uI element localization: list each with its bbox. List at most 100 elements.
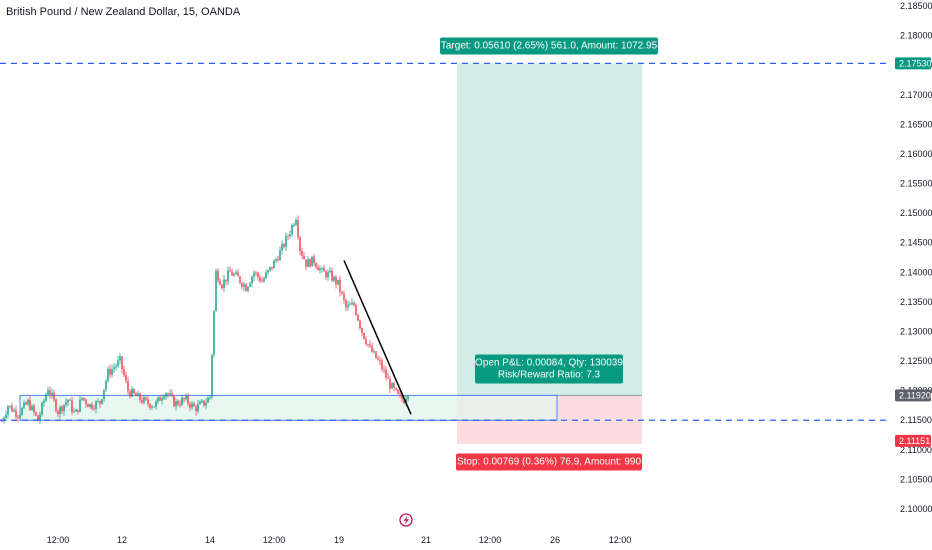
price-tag-bg bbox=[895, 434, 931, 447]
candle-body bbox=[57, 411, 59, 415]
candle-body bbox=[375, 351, 377, 359]
candle-body bbox=[297, 219, 299, 238]
candle-body bbox=[183, 398, 185, 400]
candle-body bbox=[157, 397, 159, 402]
candle-body bbox=[171, 393, 173, 396]
candle-body bbox=[9, 405, 11, 407]
candle-body bbox=[231, 271, 233, 276]
candle-body bbox=[67, 399, 69, 403]
candle-body bbox=[11, 405, 13, 412]
y-tick-label: 2.13000 bbox=[900, 326, 932, 336]
candle-body bbox=[381, 361, 383, 370]
candle-body bbox=[281, 244, 283, 251]
candle-body bbox=[243, 284, 245, 287]
pnl-label-bg bbox=[475, 354, 623, 384]
candle-body bbox=[167, 393, 169, 395]
price-tag: 2.11151 bbox=[895, 434, 931, 447]
candle-body bbox=[255, 272, 257, 274]
support-zone bbox=[19, 394, 558, 421]
y-tick-label: 2.10500 bbox=[900, 474, 932, 484]
candle-body bbox=[275, 259, 277, 261]
candle-body bbox=[65, 402, 67, 405]
candle-body bbox=[15, 410, 17, 417]
candle-body bbox=[379, 359, 381, 362]
candle-body bbox=[355, 305, 357, 315]
candle-body bbox=[193, 403, 195, 407]
candle-body bbox=[125, 375, 127, 381]
candle-body bbox=[141, 399, 143, 403]
candle-body bbox=[61, 406, 63, 412]
candle-body bbox=[105, 380, 107, 390]
price-tag-bg bbox=[895, 389, 931, 402]
candle-body bbox=[143, 397, 145, 403]
candle-body bbox=[173, 395, 175, 407]
candle-body bbox=[137, 393, 139, 397]
candle-body bbox=[323, 268, 325, 272]
candle-body bbox=[119, 356, 121, 361]
candle-body bbox=[339, 279, 341, 292]
candle-body bbox=[213, 311, 215, 355]
candle-body bbox=[97, 401, 99, 402]
candle-body bbox=[235, 272, 237, 275]
candle-body bbox=[291, 225, 293, 234]
candle-body bbox=[83, 397, 85, 400]
candle-body bbox=[151, 406, 153, 408]
candle-body bbox=[271, 266, 273, 269]
candle-body bbox=[1, 420, 3, 422]
candle-body bbox=[19, 414, 21, 418]
candle-body bbox=[371, 346, 373, 353]
candle-body bbox=[333, 276, 335, 281]
candle-body bbox=[351, 302, 353, 305]
candle-body bbox=[389, 378, 391, 389]
candle-body bbox=[117, 360, 119, 366]
candle-body bbox=[161, 398, 163, 401]
candle-body bbox=[359, 320, 361, 328]
candle-body bbox=[41, 402, 43, 415]
x-axis: 12:00 12 14 12:00 19 21 12:00 26 12:00 bbox=[47, 535, 632, 545]
candle-body bbox=[257, 272, 259, 278]
candle-body bbox=[169, 393, 171, 395]
candle-body bbox=[395, 387, 397, 390]
candle-body bbox=[51, 392, 53, 395]
candle-body bbox=[217, 270, 219, 281]
candle-body bbox=[195, 406, 197, 412]
y-tick-label: 2.14500 bbox=[900, 238, 932, 248]
candle-body bbox=[377, 358, 379, 360]
candle-body bbox=[139, 393, 141, 400]
candle-body bbox=[313, 256, 315, 264]
position-background bbox=[19, 63, 642, 444]
candle-body bbox=[249, 283, 251, 287]
x-tick-label: 12:00 bbox=[263, 535, 286, 545]
candle-body bbox=[5, 414, 7, 419]
candle-body bbox=[35, 412, 37, 416]
candle-body bbox=[319, 268, 321, 271]
candle-body bbox=[155, 401, 157, 407]
candle-body bbox=[31, 405, 33, 411]
candle-body bbox=[163, 396, 165, 399]
candle-body bbox=[23, 402, 25, 408]
candle-body bbox=[289, 233, 291, 237]
candle-body bbox=[219, 280, 221, 285]
candle-body bbox=[93, 408, 95, 410]
target-label-bg bbox=[440, 37, 658, 55]
candle-body bbox=[225, 279, 227, 282]
candle-body bbox=[175, 401, 177, 407]
candle-body bbox=[101, 399, 103, 404]
candle-body bbox=[39, 414, 41, 421]
y-tick-label: 2.13500 bbox=[900, 297, 932, 307]
candle-body bbox=[391, 383, 393, 389]
x-tick-label: 21 bbox=[421, 535, 431, 545]
price-tag-value: 2.11151 bbox=[899, 436, 930, 446]
candle-body bbox=[387, 377, 389, 379]
candle-body bbox=[367, 344, 369, 345]
candle-body bbox=[113, 367, 115, 369]
candle-body bbox=[147, 399, 149, 404]
price-tag: 2.11920 bbox=[895, 389, 931, 402]
candle-body bbox=[69, 399, 71, 401]
y-tick-label: 2.16000 bbox=[900, 149, 932, 159]
price-tag-bg bbox=[895, 57, 931, 70]
candle-body bbox=[81, 397, 83, 400]
stop-label-bg bbox=[456, 453, 642, 471]
candle-body bbox=[159, 397, 161, 401]
